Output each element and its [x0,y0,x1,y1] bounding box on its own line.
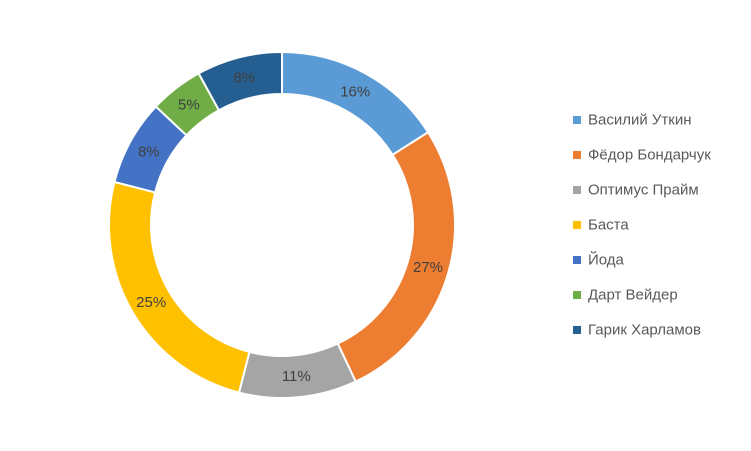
data-label-6: 5% [178,96,200,113]
legend-swatch-7 [573,326,581,334]
legend-label-4: Баста [588,217,629,234]
doughnut-slice-2 [336,130,456,383]
data-labels-layer: 16% 27% 11% 25% 8% 5% 8% [136,69,443,385]
legend-label-6: Дарт Вейдер [588,287,678,304]
legend-item-5: Йода [573,251,625,269]
doughnut-slice-4 [108,180,251,394]
legend-item-4: Баста [573,217,629,234]
legend-label-7: Гарик Харламов [588,322,701,339]
legend-item-3: Оптимус Прайм [573,182,699,199]
legend-swatch-2 [573,151,581,159]
legend-label-2: Фёдор Бондарчук [588,147,711,164]
doughnut-slice-1 [281,50,430,157]
legend-swatch-5 [573,256,581,264]
legend: Василий Уткин Фёдор Бондарчук Оптимус Прай… [573,112,711,339]
legend-swatch-3 [573,186,581,194]
legend-swatch-1 [573,116,581,124]
slices-layer [108,50,456,399]
data-label-7: 8% [233,69,255,86]
data-label-5: 8% [138,143,160,160]
legend-item-7: Гарик Харламов [573,322,701,339]
legend-item-1: Василий Уткин [573,112,692,129]
legend-item-2: Фёдор Бондарчук [573,147,711,164]
legend-swatch-6 [573,291,581,299]
data-label-4: 25% [136,294,166,311]
doughnut-slice-7 [197,50,283,112]
legend-label-1: Василий Уткин [588,112,692,129]
data-label-1: 16% [340,83,370,100]
legend-label-5: Йода [588,251,625,269]
legend-swatch-4 [573,221,581,229]
data-label-3: 11% [282,368,311,385]
data-label-2: 27% [413,259,443,276]
legend-item-6: Дарт Вейдер [573,287,678,304]
legend-label-3: Оптимус Прайм [588,182,699,199]
